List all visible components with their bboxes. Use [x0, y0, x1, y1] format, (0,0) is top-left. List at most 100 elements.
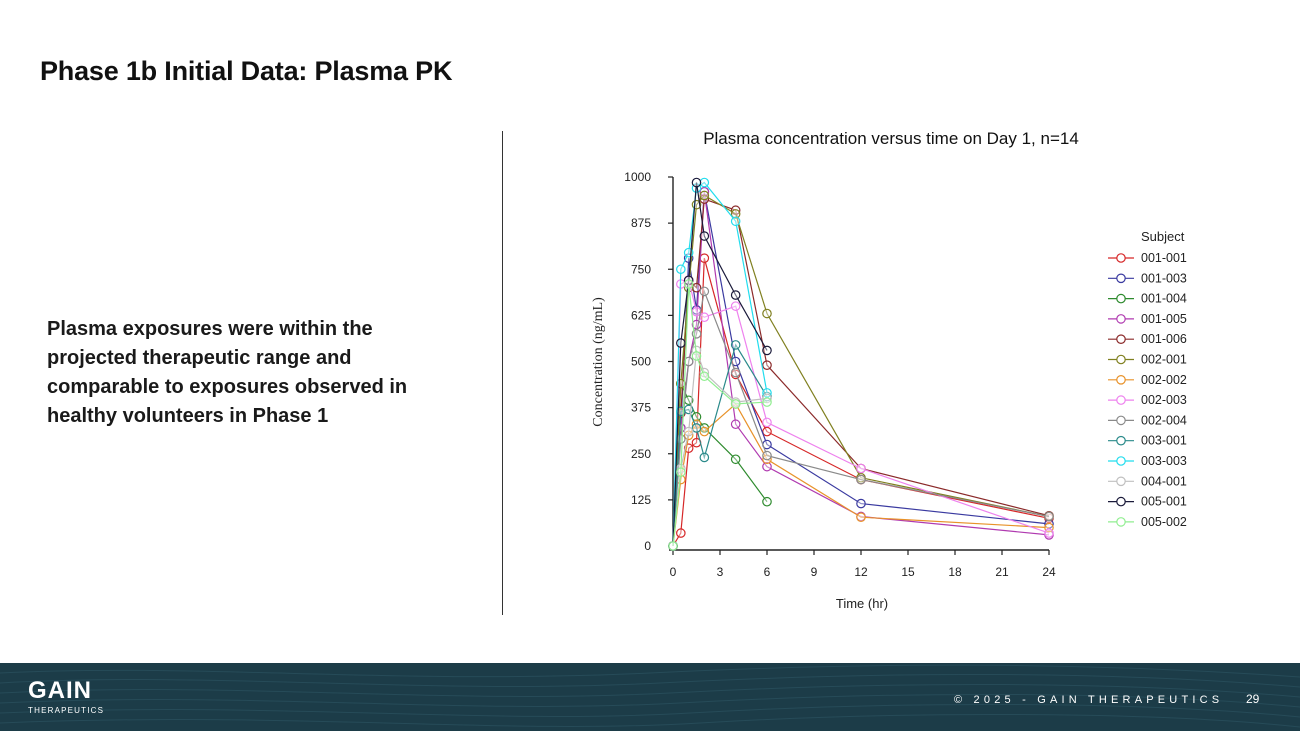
legend-title: Subject [1141, 229, 1185, 244]
chart-axes: 0 125 250 375 500 625 750 875 1000 0 3 6 9 12 15 18 21 24 [624, 170, 1056, 579]
legend-marker [1116, 273, 1126, 284]
data-point [676, 434, 686, 444]
data-point [676, 528, 686, 538]
data-point [683, 279, 694, 289]
data-point [856, 463, 866, 474]
legend-label: 004-001 [1141, 474, 1187, 488]
series-001-005 [668, 186, 1054, 551]
legend-label: 003-003 [1141, 454, 1187, 468]
series-002-004 [668, 286, 1054, 551]
data-point [676, 264, 686, 275]
legend-label: 001-005 [1141, 312, 1187, 326]
data-point [762, 397, 772, 407]
data-point [856, 474, 866, 485]
series-001-006 [668, 194, 1054, 551]
logo-wordmark: GAIN [28, 677, 92, 704]
legend-item: 001-006 [1108, 332, 1187, 346]
x-tick-label: 0 [670, 565, 677, 579]
legend-label: 003-001 [1141, 434, 1187, 448]
legend-marker [1116, 314, 1126, 324]
data-point [730, 290, 741, 300]
x-tick-label: 12 [854, 565, 868, 579]
y-tick-label: 750 [631, 262, 651, 276]
data-point [730, 301, 741, 311]
legend-marker [1116, 476, 1126, 487]
footer-bar [0, 663, 1300, 731]
data-point [699, 177, 710, 188]
y-tick-label: 0 [644, 539, 651, 553]
data-point [699, 231, 710, 241]
legend-label: 002-001 [1141, 353, 1187, 367]
series-001-003 [668, 186, 1054, 551]
data-point [668, 541, 678, 551]
y-tick-label: 125 [631, 493, 651, 507]
legend-marker [1116, 354, 1126, 365]
data-point [762, 417, 772, 428]
data-point [699, 286, 710, 297]
legend-marker [1116, 415, 1126, 426]
series-line [672, 182, 768, 547]
legend-item: 005-002 [1108, 515, 1187, 529]
legend-item: 002-001 [1108, 353, 1187, 367]
legend-label: 001-004 [1141, 292, 1187, 306]
data-point [699, 190, 710, 201]
series-002-003 [668, 275, 1054, 551]
data-point [691, 423, 702, 433]
data-point [699, 452, 710, 463]
legend-label: 002-003 [1141, 393, 1187, 407]
data-point [730, 216, 741, 227]
data-point [730, 367, 741, 378]
legend-item: 002-003 [1108, 393, 1187, 407]
series-line [672, 343, 768, 547]
data-point [730, 454, 741, 465]
legend-item: 003-003 [1108, 454, 1187, 468]
data-point [762, 360, 772, 370]
pk-chart: Plasma concentration versus time on Day … [591, 129, 1187, 611]
x-tick-label: 18 [948, 565, 962, 579]
legend-marker [1116, 517, 1126, 527]
series-line [672, 194, 1050, 547]
legend-marker [1116, 456, 1126, 466]
legend-item: 001-001 [1108, 251, 1187, 265]
legend-item: 005-001 [1108, 495, 1187, 509]
company-logo: GAIN THERAPEUTICS [28, 677, 104, 716]
y-tick-label: 625 [631, 308, 651, 322]
data-point [691, 177, 702, 188]
legend-marker [1116, 496, 1126, 507]
legend-item: 004-001 [1108, 474, 1187, 488]
chart-legend: Subject 001-001 001-003 001-004 001-005 001-… [1108, 229, 1187, 529]
x-tick-label: 15 [901, 565, 915, 579]
legend-item: 001-005 [1108, 312, 1187, 326]
data-point [699, 426, 710, 437]
y-tick-label: 875 [631, 216, 651, 230]
x-tick-label: 21 [995, 565, 1009, 579]
data-point [699, 253, 710, 263]
data-point [856, 498, 866, 509]
legend-item: 001-004 [1108, 292, 1187, 306]
data-point [730, 399, 741, 409]
legend-label: 005-001 [1141, 495, 1187, 509]
legend-marker [1116, 293, 1126, 304]
y-tick-label: 375 [631, 401, 651, 415]
legend-label: 001-003 [1141, 271, 1187, 285]
legend-label: 002-004 [1141, 413, 1187, 427]
data-point [762, 496, 772, 507]
legend-item: 003-001 [1108, 434, 1187, 448]
legend-label: 002-002 [1141, 373, 1187, 387]
data-point [762, 426, 772, 437]
summary-text: Plasma exposures were within the project… [47, 318, 408, 427]
chart-series [668, 177, 1054, 551]
series-line [672, 258, 1050, 547]
data-point [691, 282, 702, 293]
legend-item: 001-003 [1108, 271, 1187, 285]
legend-item: 002-004 [1108, 413, 1187, 427]
series-line [672, 279, 1050, 547]
data-point [1044, 528, 1054, 538]
legend-label: 005-002 [1141, 515, 1187, 529]
footer-wave-pattern [0, 664, 1300, 728]
data-point [730, 419, 741, 430]
data-point [762, 461, 772, 472]
chart-title: Plasma concentration versus time on Day … [703, 129, 1079, 148]
data-point [856, 512, 866, 523]
data-point [762, 308, 772, 319]
